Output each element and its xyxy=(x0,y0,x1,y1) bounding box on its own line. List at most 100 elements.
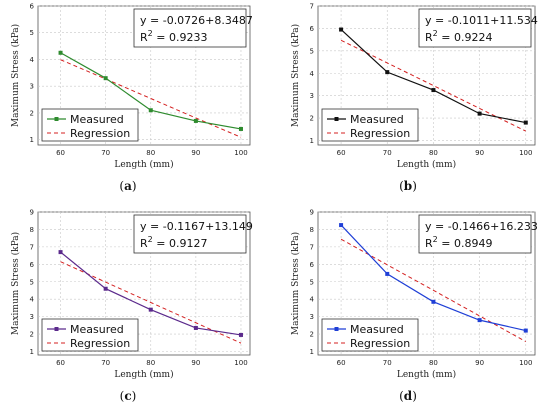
y-tick-label: 1 xyxy=(30,348,34,356)
x-tick-label: 80 xyxy=(429,149,438,157)
y-tick-label: 3 xyxy=(30,83,34,91)
chart-panel-d: 1 2 3 4 5 6 7 8 9 60 70 80 90 100 Length (mm) Maximum S… xyxy=(290,209,538,404)
y-tick-label: 4 xyxy=(310,70,315,78)
equation-text: y = -0.1011+11.534 xyxy=(425,14,538,27)
measured-point xyxy=(148,307,153,312)
y-axis-label: Maximum Stress (kPa) xyxy=(290,232,301,335)
x-tick-label: 70 xyxy=(383,149,392,157)
y-tick-label: 3 xyxy=(310,92,314,100)
measured-point xyxy=(339,223,344,228)
panel-caption: (b) xyxy=(399,179,417,193)
y-tick-label: 2 xyxy=(30,109,34,117)
x-tick-label: 60 xyxy=(337,359,346,367)
measured-point xyxy=(477,111,482,116)
chart-panel-a: 1 2 3 4 5 6 60 70 80 90 100 Length (mm) Maximum Stre… xyxy=(10,3,253,194)
legend-measured-label: Measured xyxy=(350,113,404,126)
x-tick-label: 100 xyxy=(234,359,247,367)
measured-point xyxy=(238,126,243,131)
y-axis-label: Maximum Stress (kPa) xyxy=(290,24,301,127)
measured-point xyxy=(385,271,390,276)
legend-regression-label: Regression xyxy=(70,337,130,350)
y-tick-label: 2 xyxy=(310,331,314,339)
equation-text: y = -0.1167+13.149 xyxy=(140,220,253,233)
x-tick-label: 100 xyxy=(519,359,532,367)
y-tick-label: 6 xyxy=(30,261,35,269)
y-tick-label: 8 xyxy=(30,226,34,234)
measured-point xyxy=(193,325,198,330)
y-tick-label: 3 xyxy=(30,313,34,321)
y-tick-label: 2 xyxy=(30,331,34,339)
panel-caption: (c) xyxy=(120,389,137,403)
x-tick-label: 60 xyxy=(56,359,65,367)
legend-box xyxy=(321,108,419,142)
y-tick-label: 5 xyxy=(30,29,34,37)
legend-regression-label: Regression xyxy=(350,127,410,140)
y-tick-label: 7 xyxy=(30,243,34,251)
y-tick-label: 4 xyxy=(310,296,315,304)
measured-point xyxy=(339,27,344,32)
y-tick-label: 6 xyxy=(310,25,315,33)
legend-measured-label: Measured xyxy=(70,113,124,126)
measured-point xyxy=(523,328,528,333)
x-tick-label: 70 xyxy=(101,359,110,367)
y-tick-label: 6 xyxy=(30,3,35,11)
measured-point xyxy=(431,299,436,304)
x-axis-label: Length (mm) xyxy=(114,159,173,170)
x-tick-label: 100 xyxy=(234,149,247,157)
x-tick-label: 80 xyxy=(146,359,155,367)
y-tick-label: 9 xyxy=(30,209,34,217)
x-tick-label: 70 xyxy=(383,359,392,367)
chart-panel-c: 1 2 3 4 5 6 7 8 9 60 70 80 90 100 Length (mm) Maximum S… xyxy=(10,209,253,404)
chart-panel-b: 1 2 3 4 5 6 7 60 70 80 90 100 Length (mm) Maximum Str… xyxy=(290,3,538,194)
regression-line xyxy=(340,238,527,343)
legend-measured-marker xyxy=(334,327,339,331)
r-squared-text: R2 = 0.9127 xyxy=(140,235,207,250)
y-tick-label: 4 xyxy=(30,56,35,64)
r-squared-text: R2 = 0.9224 xyxy=(425,29,492,44)
r-squared-text: R2 = 0.9233 xyxy=(140,29,207,44)
y-axis-label: Maximum Stress (kPa) xyxy=(10,232,21,335)
measured-point xyxy=(193,118,198,123)
y-tick-label: 5 xyxy=(310,278,314,286)
legend-measured-marker xyxy=(54,117,59,121)
x-axis-label: Length (mm) xyxy=(397,369,456,380)
r-squared-text: R2 = 0.8949 xyxy=(425,235,492,250)
legend-box xyxy=(321,318,419,352)
equation-box xyxy=(418,214,532,254)
measured-point xyxy=(103,286,108,291)
y-tick-label: 5 xyxy=(30,278,34,286)
panel-caption: (d) xyxy=(399,389,417,403)
x-tick-label: 100 xyxy=(519,149,532,157)
y-tick-label: 9 xyxy=(310,209,314,217)
legend-regression-label: Regression xyxy=(70,127,130,140)
x-axis-label: Length (mm) xyxy=(114,369,173,380)
legend-box xyxy=(41,318,139,352)
measured-point xyxy=(385,70,390,75)
measured-point xyxy=(58,250,63,255)
legend-regression-label: Regression xyxy=(350,337,410,350)
y-tick-label: 8 xyxy=(310,226,314,234)
x-tick-label: 80 xyxy=(429,359,438,367)
measured-point xyxy=(148,108,153,113)
y-tick-label: 2 xyxy=(310,115,314,123)
legend-box xyxy=(41,108,139,142)
y-tick-label: 7 xyxy=(310,3,314,11)
x-tick-label: 60 xyxy=(56,149,65,157)
equation-text: y = -0.0726+8.3487 xyxy=(140,14,253,27)
measured-point xyxy=(431,88,436,93)
regression-line xyxy=(60,261,242,344)
x-axis-label: Length (mm) xyxy=(397,159,456,170)
measured-point xyxy=(523,120,528,125)
x-tick-label: 90 xyxy=(191,359,200,367)
x-tick-label: 90 xyxy=(191,149,200,157)
measured-point xyxy=(238,332,243,337)
equation-text: y = -0.1466+16.233 xyxy=(425,220,538,233)
measured-point xyxy=(477,318,482,323)
equation-box xyxy=(133,214,247,254)
y-tick-label: 4 xyxy=(30,296,35,304)
x-tick-label: 60 xyxy=(337,149,346,157)
legend-measured-marker xyxy=(334,117,339,121)
measured-point xyxy=(58,50,63,55)
y-tick-label: 1 xyxy=(30,136,34,144)
